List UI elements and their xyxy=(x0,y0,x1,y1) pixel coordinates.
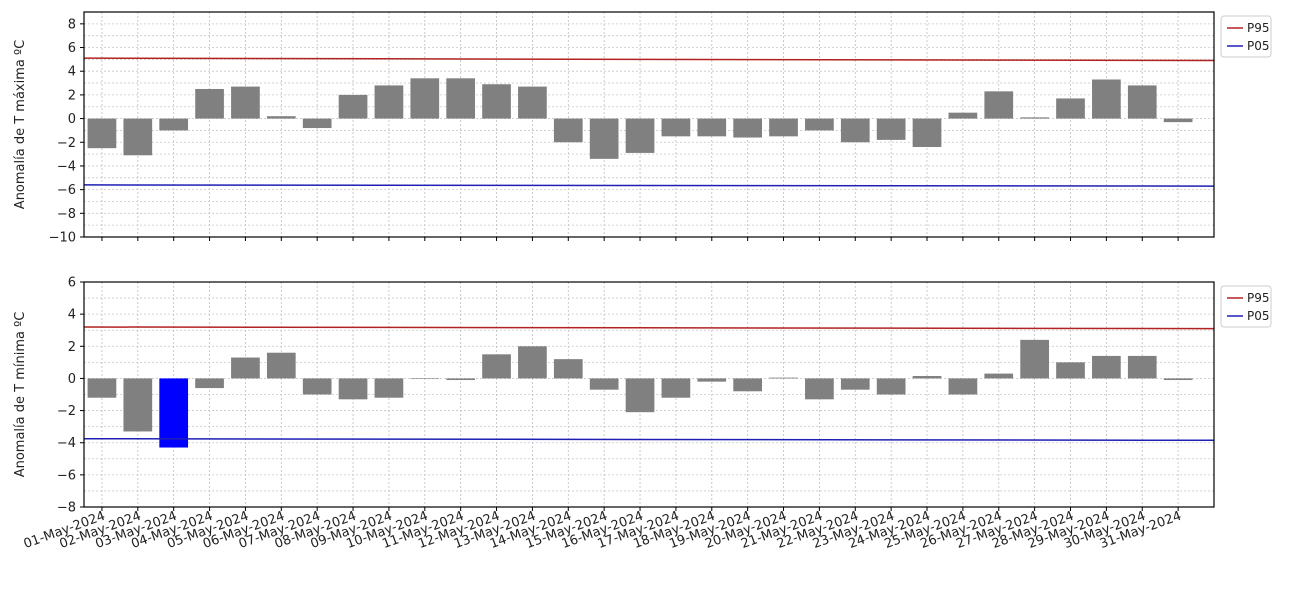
bar-11-May-2024 xyxy=(446,78,476,119)
line-P95 xyxy=(83,57,1215,62)
bar-26-May-2024 xyxy=(984,91,1014,119)
bar-29-May-2024 xyxy=(1092,355,1121,379)
bar-01-May-2024 xyxy=(87,378,117,398)
y-tick-label: 6 xyxy=(68,276,76,291)
bar-08-May-2024 xyxy=(338,94,368,119)
bar-08-May-2024 xyxy=(338,378,368,400)
y-tick-label: 4 xyxy=(68,308,76,323)
bar-12-May-2024 xyxy=(482,84,511,119)
bar-18-May-2024 xyxy=(697,118,727,137)
line-P05 xyxy=(83,437,1215,442)
bar-21-May-2024 xyxy=(805,378,834,400)
bar-20-May-2024 xyxy=(769,377,798,379)
y-tick-label: 8 xyxy=(68,17,76,32)
bar-04-May-2024 xyxy=(195,88,224,119)
bar-15-May-2024 xyxy=(589,118,619,159)
y-tick-label: 6 xyxy=(68,41,76,56)
bar-13-May-2024 xyxy=(518,86,547,119)
bar-14-May-2024 xyxy=(553,118,583,143)
bar-22-May-2024 xyxy=(840,378,870,390)
bar-09-May-2024 xyxy=(374,378,404,398)
y-tick-label: −8 xyxy=(57,501,76,516)
bar-21-May-2024 xyxy=(805,118,834,131)
bar-19-May-2024 xyxy=(733,378,762,392)
y-tick-label: 0 xyxy=(68,112,76,127)
bar-02-May-2024 xyxy=(123,378,153,432)
bar-25-May-2024 xyxy=(948,112,978,119)
bar-15-May-2024 xyxy=(589,378,619,390)
bar-03-May-2024 xyxy=(159,118,189,131)
bar-07-May-2024 xyxy=(302,118,332,129)
y-tick-label: −6 xyxy=(57,468,76,483)
bar-05-May-2024 xyxy=(231,86,260,119)
bar-16-May-2024 xyxy=(625,118,655,153)
bar-06-May-2024 xyxy=(266,116,296,119)
line-P05 xyxy=(83,184,1215,187)
legend-label-P05: P05 xyxy=(1247,39,1270,53)
line-P95 xyxy=(83,326,1215,330)
bar-12-May-2024 xyxy=(482,354,511,379)
bar-03-May-2024 xyxy=(159,378,189,448)
bar-19-May-2024 xyxy=(733,118,762,138)
y-tick-label: −2 xyxy=(57,404,76,419)
bar-02-May-2024 xyxy=(123,118,153,156)
bar-09-May-2024 xyxy=(374,85,404,119)
y-tick-label: −10 xyxy=(49,231,76,246)
bar-01-May-2024 xyxy=(87,118,117,149)
y-tick-label: −4 xyxy=(57,159,76,174)
bar-05-May-2024 xyxy=(231,357,260,379)
bar-04-May-2024 xyxy=(195,378,224,389)
bar-24-May-2024 xyxy=(912,118,942,147)
bar-31-May-2024 xyxy=(1163,378,1193,381)
y-tick-label: −8 xyxy=(57,207,76,222)
y-axis-label: Anomalía de T máxima ºC xyxy=(13,40,28,209)
bar-27-May-2024 xyxy=(1020,339,1049,379)
bar-23-May-2024 xyxy=(876,118,906,140)
y-tick-label: −6 xyxy=(57,183,76,198)
bar-10-May-2024 xyxy=(410,378,440,380)
bar-06-May-2024 xyxy=(266,352,296,379)
bar-29-May-2024 xyxy=(1092,79,1121,119)
chart-panel-1: −10 −8 −6 −4 −2 0 2 4 6 8 Anomalía de T máxima ºC P… xyxy=(13,11,1272,246)
bar-10-May-2024 xyxy=(410,78,440,119)
bar-22-May-2024 xyxy=(840,118,870,143)
legend-label-P05: P05 xyxy=(1247,309,1270,323)
bar-18-May-2024 xyxy=(697,378,727,382)
bar-26-May-2024 xyxy=(984,373,1014,379)
y-tick-label: −2 xyxy=(57,136,76,151)
bar-20-May-2024 xyxy=(769,118,798,137)
bar-24-May-2024 xyxy=(912,376,942,379)
bar-14-May-2024 xyxy=(553,359,583,379)
bar-13-May-2024 xyxy=(518,346,547,379)
legend-label-P95: P95 xyxy=(1247,21,1270,35)
y-tick-label: 2 xyxy=(68,340,76,355)
bar-30-May-2024 xyxy=(1127,85,1157,119)
bar-23-May-2024 xyxy=(876,378,906,395)
y-tick-label: −4 xyxy=(57,436,76,451)
bar-27-May-2024 xyxy=(1020,117,1049,119)
bar-17-May-2024 xyxy=(661,378,691,398)
bar-28-May-2024 xyxy=(1056,98,1085,119)
y-axis-label: Anomalía de T mínima ºC xyxy=(13,312,28,478)
bar-31-May-2024 xyxy=(1163,118,1193,123)
bar-16-May-2024 xyxy=(625,378,655,413)
plot-frame xyxy=(83,11,1215,238)
legend-label-P95: P95 xyxy=(1247,291,1270,305)
bar-25-May-2024 xyxy=(948,378,978,395)
bar-17-May-2024 xyxy=(661,118,691,137)
y-tick-label: 2 xyxy=(68,88,76,103)
bar-07-May-2024 xyxy=(302,378,332,395)
y-tick-label: 4 xyxy=(68,65,76,80)
bar-11-May-2024 xyxy=(446,378,476,381)
y-tick-label: 0 xyxy=(68,372,76,387)
bar-28-May-2024 xyxy=(1056,362,1085,379)
plot-frame xyxy=(83,281,1215,508)
bar-30-May-2024 xyxy=(1127,355,1157,379)
